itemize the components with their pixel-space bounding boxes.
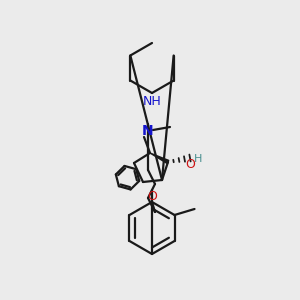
Polygon shape <box>150 153 169 164</box>
Text: H: H <box>194 154 202 164</box>
Text: N: N <box>142 124 154 138</box>
Text: O: O <box>185 158 195 170</box>
Text: NH: NH <box>142 95 161 108</box>
Text: O: O <box>147 190 157 202</box>
